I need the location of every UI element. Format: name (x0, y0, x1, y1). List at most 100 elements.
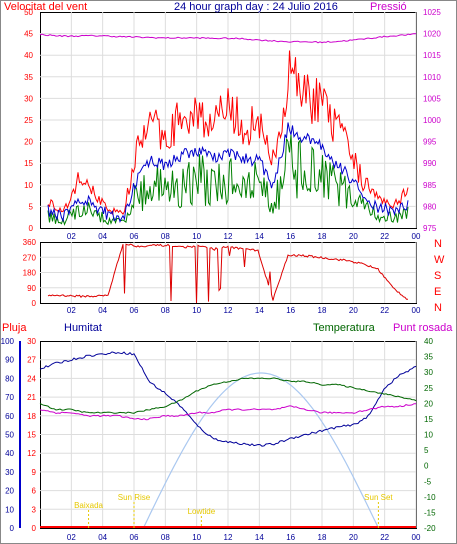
wind-avg-line (47, 122, 409, 224)
temperature-tick-label: -20 (424, 524, 436, 533)
temperature-tick-label: 25 (424, 384, 433, 393)
rain-tick-label: 21 (27, 393, 36, 402)
temperature-tick-label: -5 (424, 477, 432, 486)
dew-point-line (39, 403, 416, 421)
time-tick-label: 20 (349, 306, 358, 315)
compass-letter: N (434, 238, 442, 250)
humidity-tick-label: 20 (5, 487, 14, 496)
pressure-tick-label: 975 (423, 224, 437, 233)
pressure-tick-label: 1005 (423, 94, 441, 103)
wind-min-line (47, 134, 409, 226)
solar-curve (143, 372, 379, 528)
pressure-tick-label: 990 (423, 159, 437, 168)
temperature-tick-label: 30 (424, 368, 433, 377)
wind-speed-label: Velocitat del vent (4, 1, 87, 13)
rain-tick-label: 3 (32, 505, 37, 514)
temperature-tick-label: -10 (424, 493, 436, 502)
pressure-tick-label: 1015 (423, 51, 441, 60)
wind-tick-label: 50 (24, 8, 33, 17)
temperature-tick-label: 10 (424, 431, 433, 440)
time-tick-label: 08 (161, 533, 170, 542)
time-tick-label: 18 (318, 232, 327, 241)
panel1-axis: 0510152025303540455097598098599099510001… (24, 8, 441, 241)
time-tick-label: 14 (255, 533, 264, 542)
temperature-tick-label: 35 (424, 353, 433, 362)
time-tick-label: 10 (192, 306, 201, 315)
time-tick-label: 08 (161, 232, 170, 241)
time-tick-label: 02 (67, 232, 76, 241)
wind-tick-label: 35 (24, 73, 33, 82)
pressure-tick-label: 1025 (423, 8, 441, 17)
wind-gust-line (47, 50, 409, 216)
time-tick-label: 22 (380, 306, 389, 315)
time-tick-label: 18 (318, 533, 327, 542)
time-tick-label: 14 (255, 306, 264, 315)
time-tick-label: 08 (161, 306, 170, 315)
panel2-series (47, 243, 408, 304)
rain-label: Pluja (2, 322, 27, 334)
time-tick-label: 12 (224, 533, 233, 542)
wind-tick-label: 15 (24, 159, 33, 168)
wind-tick-label: 0 (29, 224, 34, 233)
rain-tick-label: 12 (27, 449, 36, 458)
time-tick-label: 20 (349, 232, 358, 241)
time-tick-label: 10 (192, 232, 201, 241)
time-tick-label: 16 (286, 232, 295, 241)
rain-tick-label: 27 (27, 356, 36, 365)
direction-tick-label: 0 (32, 299, 37, 308)
rain-tick-label: 30 (27, 337, 36, 346)
humidity-tick-label: 40 (5, 449, 14, 458)
humidity-tick-label: 50 (5, 431, 14, 440)
rain-tick-label: 18 (27, 412, 36, 421)
time-tick-label: 10 (192, 533, 201, 542)
humidity-tick-label: 70 (5, 393, 14, 402)
temperature-tick-label: 0 (424, 462, 429, 471)
humidity-tick-label: 10 (5, 505, 14, 514)
sunset-label: Sun Set (364, 493, 393, 502)
humidity-label: Humitat (64, 322, 102, 334)
time-tick-label: 14 (255, 232, 264, 241)
wind-tick-label: 25 (24, 116, 33, 125)
time-tick-label: 12 (224, 306, 233, 315)
humidity-tick-label: 90 (5, 356, 14, 365)
temperature-line (39, 377, 417, 414)
time-tick-label: 22 (380, 533, 389, 542)
time-tick-label: 22 (380, 232, 389, 241)
temperature-tick-label: 5 (424, 446, 429, 455)
pressure-line (39, 33, 417, 44)
panel1-grid (40, 12, 417, 228)
compass-letter: S (434, 270, 441, 282)
time-tick-label: 16 (286, 306, 295, 315)
humidity-tick-label: 80 (5, 374, 14, 383)
pressure-tick-label: 1010 (423, 73, 441, 82)
temperature-label: Temperatura (313, 322, 376, 334)
time-tick-label: 04 (98, 533, 107, 542)
humidity-line (39, 351, 417, 447)
pressure-tick-label: 1000 (423, 116, 441, 125)
wind-tick-label: 45 (24, 30, 33, 39)
humidity-tick-label: 30 (5, 468, 14, 477)
panel3-series: Baixada Sun Rise Lowtide Sun Set (39, 351, 417, 528)
event-low-tide-label: Baixada (74, 501, 103, 510)
sunrise-label: Sun Rise (118, 493, 151, 502)
panel1-series (39, 33, 417, 226)
temperature-tick-label: 20 (424, 399, 433, 408)
temperature-tick-label: 15 (424, 415, 433, 424)
direction-tick-label: 90 (27, 284, 36, 293)
rain-tick-label: 24 (27, 374, 36, 383)
humidity-tick-label: 60 (5, 412, 14, 421)
compass-letter: N (434, 302, 442, 314)
direction-tick-label: 360 (23, 238, 37, 247)
rain-tick-label: 9 (32, 468, 37, 477)
time-tick-label: 06 (130, 306, 139, 315)
rain-tick-label: 6 (32, 487, 37, 496)
wind-tick-label: 10 (24, 181, 33, 190)
time-tick-label: 20 (349, 533, 358, 542)
wind-tick-label: 30 (24, 94, 33, 103)
dew-point-label: Punt rosada (393, 322, 453, 334)
time-tick-label: 04 (98, 306, 107, 315)
chart-title: 24 hour graph day : 24 Julio 2016 (174, 1, 338, 13)
